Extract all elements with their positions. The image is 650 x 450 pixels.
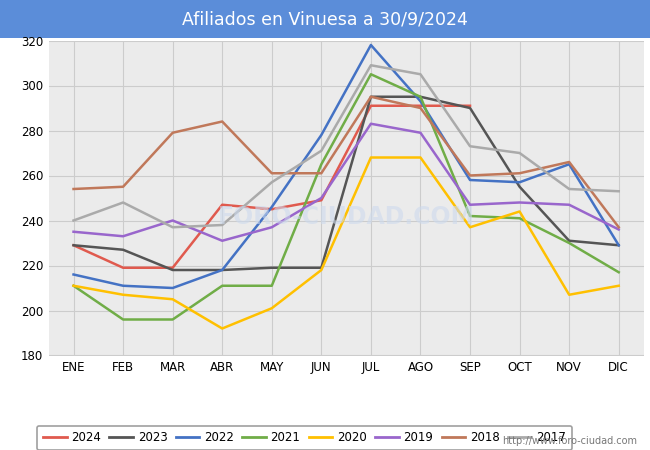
Text: http://www.foro-ciudad.com: http://www.foro-ciudad.com	[502, 436, 637, 446]
Text: FORO-CIUDAD.COM: FORO-CIUDAD.COM	[218, 205, 474, 229]
Legend: 2024, 2023, 2022, 2021, 2020, 2019, 2018, 2017: 2024, 2023, 2022, 2021, 2020, 2019, 2018…	[37, 426, 572, 450]
Text: Afiliados en Vinuesa a 30/9/2024: Afiliados en Vinuesa a 30/9/2024	[182, 10, 468, 28]
